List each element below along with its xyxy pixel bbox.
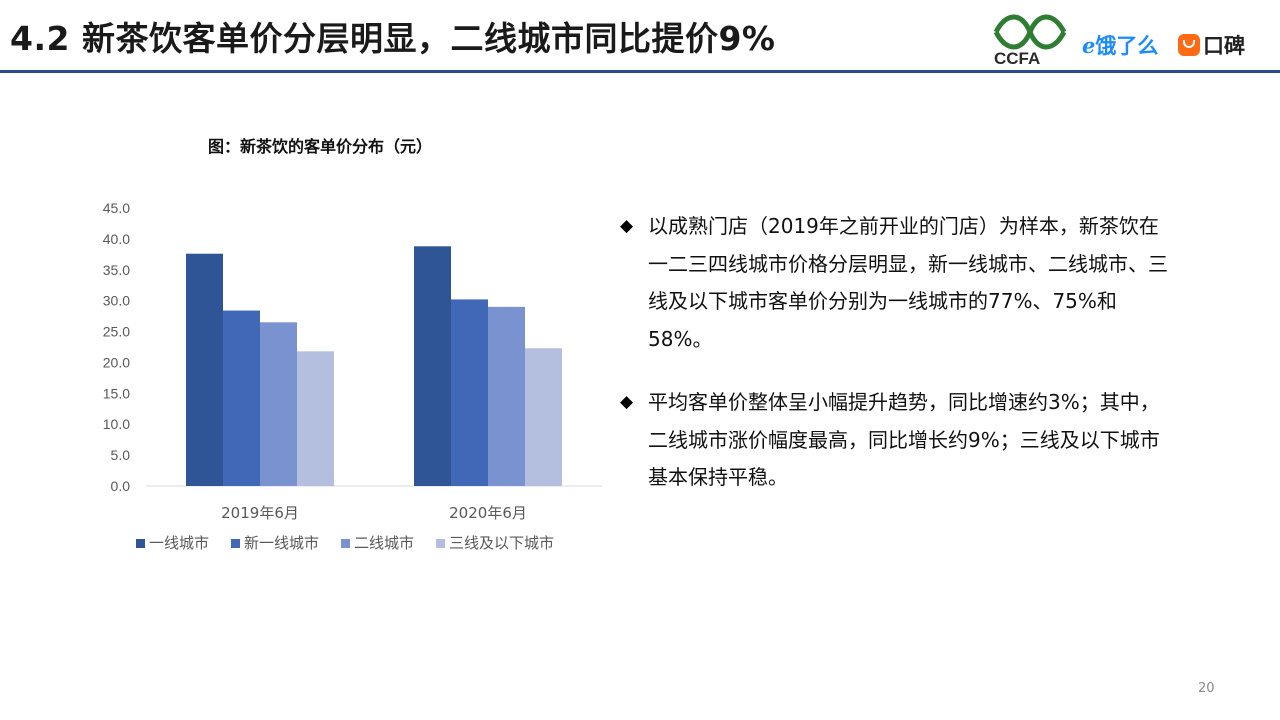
chart-title: 图：新茶饮的客单价分布（元） (208, 137, 433, 156)
y-tick-label: 5.0 (111, 447, 131, 463)
ccfa-logo: CCFA (990, 8, 1070, 70)
y-tick-label: 45.0 (103, 200, 130, 216)
y-tick-label: 35.0 (103, 262, 130, 278)
diamond-bullet-icon: ◆ (620, 216, 634, 236)
koubei-text: 口碑 (1203, 34, 1245, 58)
y-tick-label: 15.0 (103, 385, 130, 401)
bullet-item: ◆ 平均客单价整体呈小幅提升趋势，同比增速约3%；其中，二线城市涨价幅度最高，同… (620, 384, 1200, 497)
legend-label: 一线城市 (149, 534, 209, 552)
bar (186, 253, 223, 486)
eleme-icon: ℯ (1082, 34, 1096, 58)
legend-label: 三线及以下城市 (449, 534, 554, 552)
bar (451, 299, 488, 486)
bullet-item: ◆ 以成熟门店（2019年之前开业的门店）为样本，新茶饮在一二三四线城市价格分层… (620, 208, 1200, 358)
legend-label: 二线城市 (354, 534, 414, 552)
bar-chart: 0.0 5.0 10.0 15.0 20.0 25.0 30.0 35.0 40.0 45.0 20… (103, 200, 602, 552)
y-tick-label: 30.0 (103, 293, 130, 309)
y-tick-label: 20.0 (103, 354, 130, 370)
ccfa-text: CCFA (994, 49, 1040, 66)
eleme-logo: ℯ饿了么 (1082, 30, 1158, 60)
bar (260, 322, 297, 486)
legend-label: 新一线城市 (244, 534, 319, 552)
bar (488, 306, 525, 486)
legend-swatch (136, 539, 145, 548)
bar (414, 246, 451, 486)
bullet-list: ◆ 以成熟门店（2019年之前开业的门店）为样本，新茶饮在一二三四线城市价格分层… (620, 208, 1200, 523)
koubei-icon (1178, 34, 1200, 56)
legend-swatch (231, 539, 241, 548)
page-number: 20 (1198, 681, 1215, 696)
bullet-text: 平均客单价整体呈小幅提升趋势，同比增速约3%；其中，二线城市涨价幅度最高，同比增… (648, 390, 1160, 489)
x-tick-label: 2020年6月 (449, 504, 527, 522)
bar (297, 351, 334, 486)
y-tick-label: 40.0 (103, 231, 130, 247)
y-tick-label: 0.0 (111, 478, 131, 494)
y-tick-label: 10.0 (103, 416, 130, 432)
legend-swatch (436, 539, 446, 548)
koubei-logo: 口碑 (1178, 30, 1245, 60)
bar (525, 348, 562, 486)
y-tick-label: 25.0 (103, 324, 130, 340)
x-tick-label: 2019年6月 (221, 504, 299, 522)
eleme-text: 饿了么 (1095, 34, 1159, 58)
bullet-text: 以成熟门店（2019年之前开业的门店）为样本，新茶饮在一二三四线城市价格分层明显… (648, 214, 1168, 351)
partner-logos: CCFA ℯ饿了么 口碑 (990, 8, 1280, 68)
diamond-bullet-icon: ◆ (620, 392, 634, 412)
bar (223, 310, 260, 486)
slide-title: 4.2 新茶饮客单价分层明显，二线城市同比提价9% (10, 19, 776, 58)
legend-swatch (341, 539, 351, 548)
title-divider (0, 70, 1280, 73)
